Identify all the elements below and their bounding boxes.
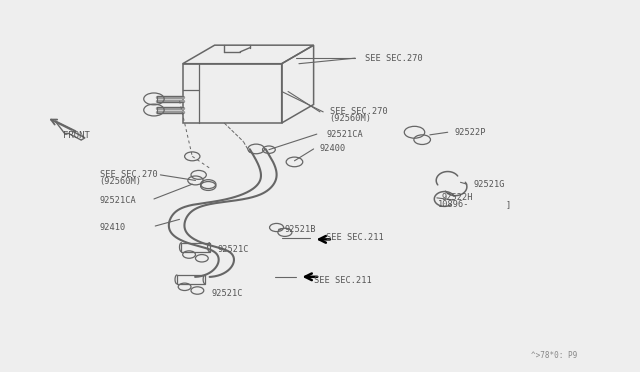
Text: SEE SEC.270: SEE SEC.270: [100, 170, 157, 179]
Text: ]: ]: [505, 200, 511, 209]
Text: (92560M): (92560M): [330, 114, 372, 123]
Text: 92522P: 92522P: [454, 128, 486, 137]
Text: SEE SEC.270: SEE SEC.270: [365, 54, 422, 62]
Text: SEE SEC.270: SEE SEC.270: [330, 108, 387, 116]
Text: SEE SEC.211: SEE SEC.211: [314, 276, 371, 285]
Text: 92521CA: 92521CA: [326, 129, 363, 139]
Text: (92560M): (92560M): [100, 177, 141, 186]
Text: 92400: 92400: [320, 144, 346, 153]
Text: 92521B: 92521B: [285, 225, 316, 234]
Text: ^>78*0: P9: ^>78*0: P9: [531, 351, 577, 360]
Text: 10896-: 10896-: [438, 200, 470, 209]
Text: 92522H: 92522H: [442, 193, 473, 202]
Text: 92410: 92410: [100, 223, 126, 232]
Text: 92521CA: 92521CA: [100, 196, 136, 205]
Text: SEE SEC.211: SEE SEC.211: [326, 232, 384, 242]
Text: 92521G: 92521G: [473, 180, 505, 189]
Text: 92521C: 92521C: [211, 289, 243, 298]
Text: 92521C: 92521C: [218, 245, 250, 254]
Text: FRONT: FRONT: [63, 131, 90, 141]
